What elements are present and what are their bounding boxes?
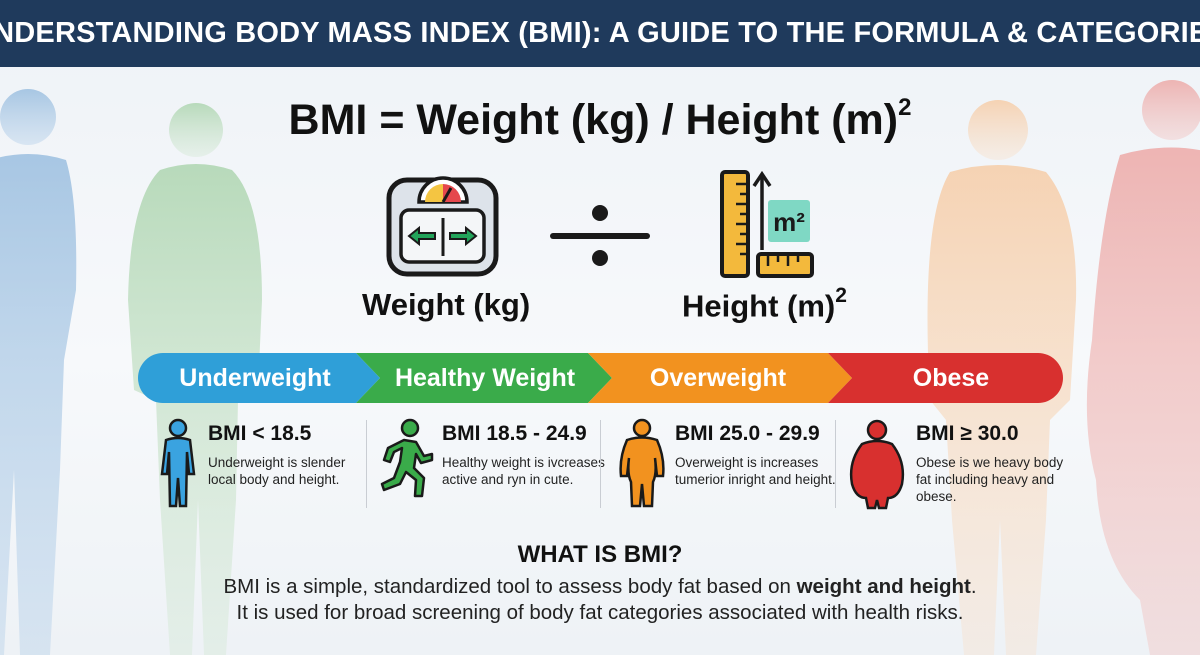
category-description: Healthy weight is ivcreases active and r…: [442, 455, 605, 487]
weight-label: Weight (kg): [362, 287, 531, 322]
what-is-line-2: It is used for broad screening of body f…: [236, 601, 964, 624]
background-silhouettes: [0, 80, 1200, 655]
category-bar: [138, 353, 1063, 403]
bmi-range: BMI < 18.5: [208, 422, 312, 445]
formula-exponent: 2: [898, 93, 912, 121]
card-obese: BMI ≥ 30.0 Obese is we heavy body fat in…: [848, 418, 1073, 510]
bmi-range: BMI 25.0 - 29.9: [675, 422, 820, 445]
height-caption: Height (m)2: [682, 284, 847, 324]
segment-underweight: [138, 353, 380, 403]
segment-healthy: [356, 353, 612, 403]
ruler-icon: m²: [720, 170, 814, 278]
silhouette-obese: [1086, 80, 1200, 655]
category-label-obese: Obese: [912, 364, 990, 392]
obese-person-icon: [849, 419, 905, 510]
card-divider: [366, 420, 367, 508]
category-description: Obese is we heavy body fat including hea…: [916, 455, 1064, 504]
card-divider: [600, 420, 601, 508]
scale-icon: [386, 176, 499, 277]
card-underweight: BMI < 18.5 Underweight is slender local …: [156, 418, 381, 510]
what-is-line-1: BMI is a simple, standardized tool to as…: [0, 574, 1200, 600]
line1-end: .: [970, 575, 977, 598]
segment-overweight: [588, 353, 852, 403]
category-label-overweight: Overweight: [649, 364, 787, 392]
category-description: Underweight is slender local body and he…: [208, 455, 346, 487]
category-label-underweight: Underweight: [179, 364, 331, 392]
running-person-icon: [380, 418, 434, 498]
silhouette-overweight: [927, 100, 1077, 655]
height-label: Height (m): [682, 288, 836, 324]
card-overweight: BMI 25.0 - 29.9 Overweight is increases …: [617, 418, 842, 510]
bmi-range: BMI ≥ 30.0: [916, 422, 1019, 445]
segment-obese: [828, 353, 1063, 403]
silhouette-healthy: [128, 103, 262, 655]
bmi-formula: BMI = Weight (kg) / Height (m)2: [0, 93, 1200, 145]
m2-badge: m²: [773, 207, 805, 237]
bmi-range: BMI 18.5 - 24.9: [442, 422, 587, 445]
formula-text: BMI = Weight (kg) / Height (m): [288, 96, 899, 144]
weight-caption: Weight (kg): [362, 287, 530, 323]
category-label-healthy: Healthy Weight: [394, 364, 576, 392]
silhouette-underweight: [0, 89, 77, 655]
height-exponent: 2: [835, 284, 847, 307]
divide-icon: [550, 205, 650, 266]
line1-bold: weight and height: [796, 575, 971, 598]
line1-text: BMI is a simple, standardized tool to as…: [223, 575, 797, 598]
what-is-bmi-text: BMI is a simple, standardized tool to as…: [0, 574, 1200, 626]
standing-person-icon: [160, 418, 196, 508]
card-healthy: BMI 18.5 - 24.9 Healthy weight is ivcrea…: [378, 418, 605, 510]
card-divider: [835, 420, 836, 508]
category-description: Overweight is increases tumerior inright…: [675, 455, 836, 487]
what-is-bmi-title: WHAT IS BMI?: [517, 541, 683, 568]
page-title: UNDERSTANDING BODY MASS INDEX (BMI): A G…: [0, 17, 1200, 49]
heavier-person-icon: [619, 418, 665, 508]
header-banner: UNDERSTANDING BODY MASS INDEX (BMI): A G…: [0, 0, 1200, 67]
